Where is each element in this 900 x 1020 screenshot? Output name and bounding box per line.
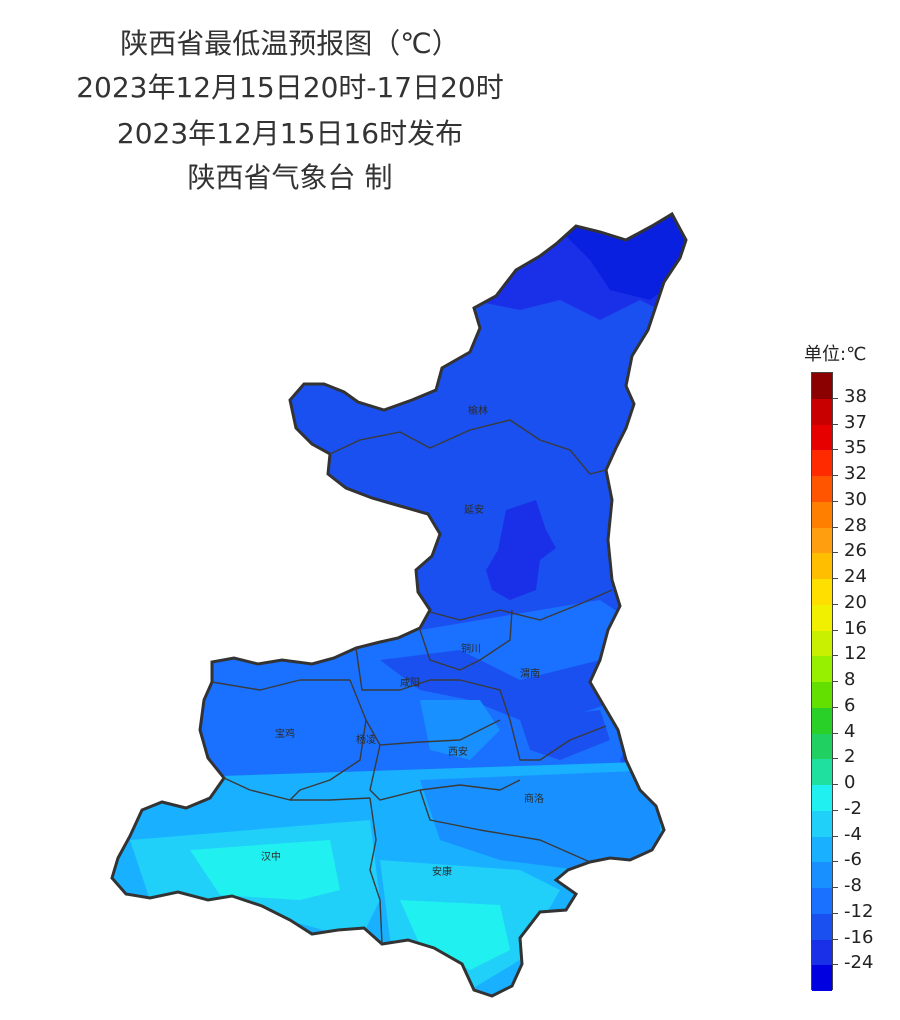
city-label-yulin: 榆林 — [468, 404, 488, 417]
legend-label: -4 — [844, 823, 862, 845]
color-legend: 单位:℃ 38 37 35 32 30 28 26 24 20 16 12 8 6 4 2 0 -2 -4 -6 -8… — [804, 340, 896, 1000]
legend-label: 28 — [844, 514, 867, 536]
legend-swatch — [812, 682, 832, 708]
legend-tick — [833, 397, 838, 399]
legend-swatch — [812, 604, 832, 631]
legend-tick — [833, 552, 838, 554]
city-label-tongchuan: 铜川 — [461, 643, 481, 655]
legend-swatch — [812, 501, 832, 528]
legend-tick — [833, 784, 838, 785]
issuer: 陕西省气象台 制 — [187, 161, 393, 194]
legend-label: 24 — [844, 566, 867, 587]
legend-tick — [833, 449, 838, 451]
legend-swatch — [812, 424, 832, 451]
legend-tick — [833, 964, 838, 966]
legend-tick — [833, 887, 838, 888]
legend-swatch — [812, 785, 832, 811]
legend-swatch — [812, 450, 832, 476]
legend-swatch — [812, 707, 832, 734]
legend-label: 37 — [844, 411, 867, 433]
legend-tick — [833, 732, 838, 734]
legend-label: -12 — [844, 900, 874, 922]
legend-swatch — [812, 527, 832, 554]
legend-label: 38 — [844, 385, 867, 407]
city-label-hanzhong: 汉中 — [261, 850, 281, 863]
issue-time: 2023年12月15日16时发布 — [116, 117, 464, 150]
city-label-yangling: 杨凌 — [356, 733, 376, 746]
legend-swatch — [812, 939, 832, 966]
legend-swatch — [812, 836, 832, 863]
legend-tick — [833, 603, 838, 605]
map-title-block: 陕西省最低温预报图（℃） 2023年12月15日20时-17日20时 2023年… — [40, 22, 540, 200]
legend-swatch — [812, 656, 832, 682]
legend-label: 26 — [844, 540, 867, 562]
legend-swatch — [812, 913, 832, 940]
legend-label: 20 — [844, 591, 867, 613]
legend-swatch — [812, 553, 832, 579]
forecast-period: 2023年12月15日20时-17日20时 — [76, 71, 504, 104]
city-label-ankang: 安康 — [432, 865, 452, 878]
legend-swatch — [812, 373, 832, 399]
legend-tick — [833, 655, 838, 657]
legend-tick — [833, 578, 838, 579]
city-label-xian: 西安 — [448, 745, 468, 758]
legend-swatch — [812, 965, 832, 991]
legend-tick — [833, 423, 838, 425]
legend-label: 32 — [844, 463, 867, 484]
legend-label: -2 — [844, 797, 862, 819]
legend-tick — [833, 500, 838, 502]
legend-label: 30 — [844, 488, 867, 510]
legend-label: 8 — [844, 669, 856, 690]
legend-swatch — [812, 862, 832, 888]
legend-swatch — [812, 579, 832, 605]
legend-swatch — [812, 888, 832, 914]
legend-label: -16 — [844, 926, 874, 948]
legend-swatch — [812, 733, 832, 760]
legend-tick — [833, 475, 838, 476]
legend-tick — [833, 526, 838, 528]
legend-swatch — [812, 398, 832, 425]
city-label-xianyang: 咸阳 — [400, 677, 420, 689]
legend-tick — [833, 809, 838, 811]
legend-label: 0 — [844, 772, 856, 793]
legend-tick — [833, 861, 838, 863]
legend-label: -24 — [844, 952, 874, 974]
legend-title: 单位:℃ — [804, 344, 867, 365]
legend-tick — [833, 758, 838, 760]
city-label-shangluo: 商洛 — [524, 792, 544, 805]
legend-tick — [833, 681, 838, 682]
city-label-weinan: 渭南 — [520, 667, 540, 680]
legend-swatch — [812, 476, 832, 502]
legend-label: -6 — [844, 849, 862, 871]
legend-label: 4 — [844, 720, 856, 742]
legend-label: 2 — [844, 746, 856, 768]
legend-label: -8 — [844, 875, 862, 896]
legend-color-bar — [811, 372, 833, 991]
legend-tick — [833, 706, 838, 708]
legend-swatch — [812, 630, 832, 657]
legend-tick — [833, 938, 838, 940]
legend-label: 6 — [844, 694, 856, 716]
legend-label: 12 — [844, 643, 867, 665]
city-label-baoji: 宝鸡 — [275, 727, 295, 740]
legend-label: 16 — [844, 617, 867, 639]
legend-label: 35 — [844, 437, 867, 459]
legend-swatch — [812, 810, 832, 837]
legend-swatch — [812, 759, 832, 785]
legend-tick — [833, 629, 838, 631]
legend-tick — [833, 835, 838, 837]
map-title: 陕西省最低温预报图（℃） — [120, 27, 460, 60]
city-label-yanan: 延安 — [464, 503, 484, 516]
legend-tick — [833, 912, 838, 914]
